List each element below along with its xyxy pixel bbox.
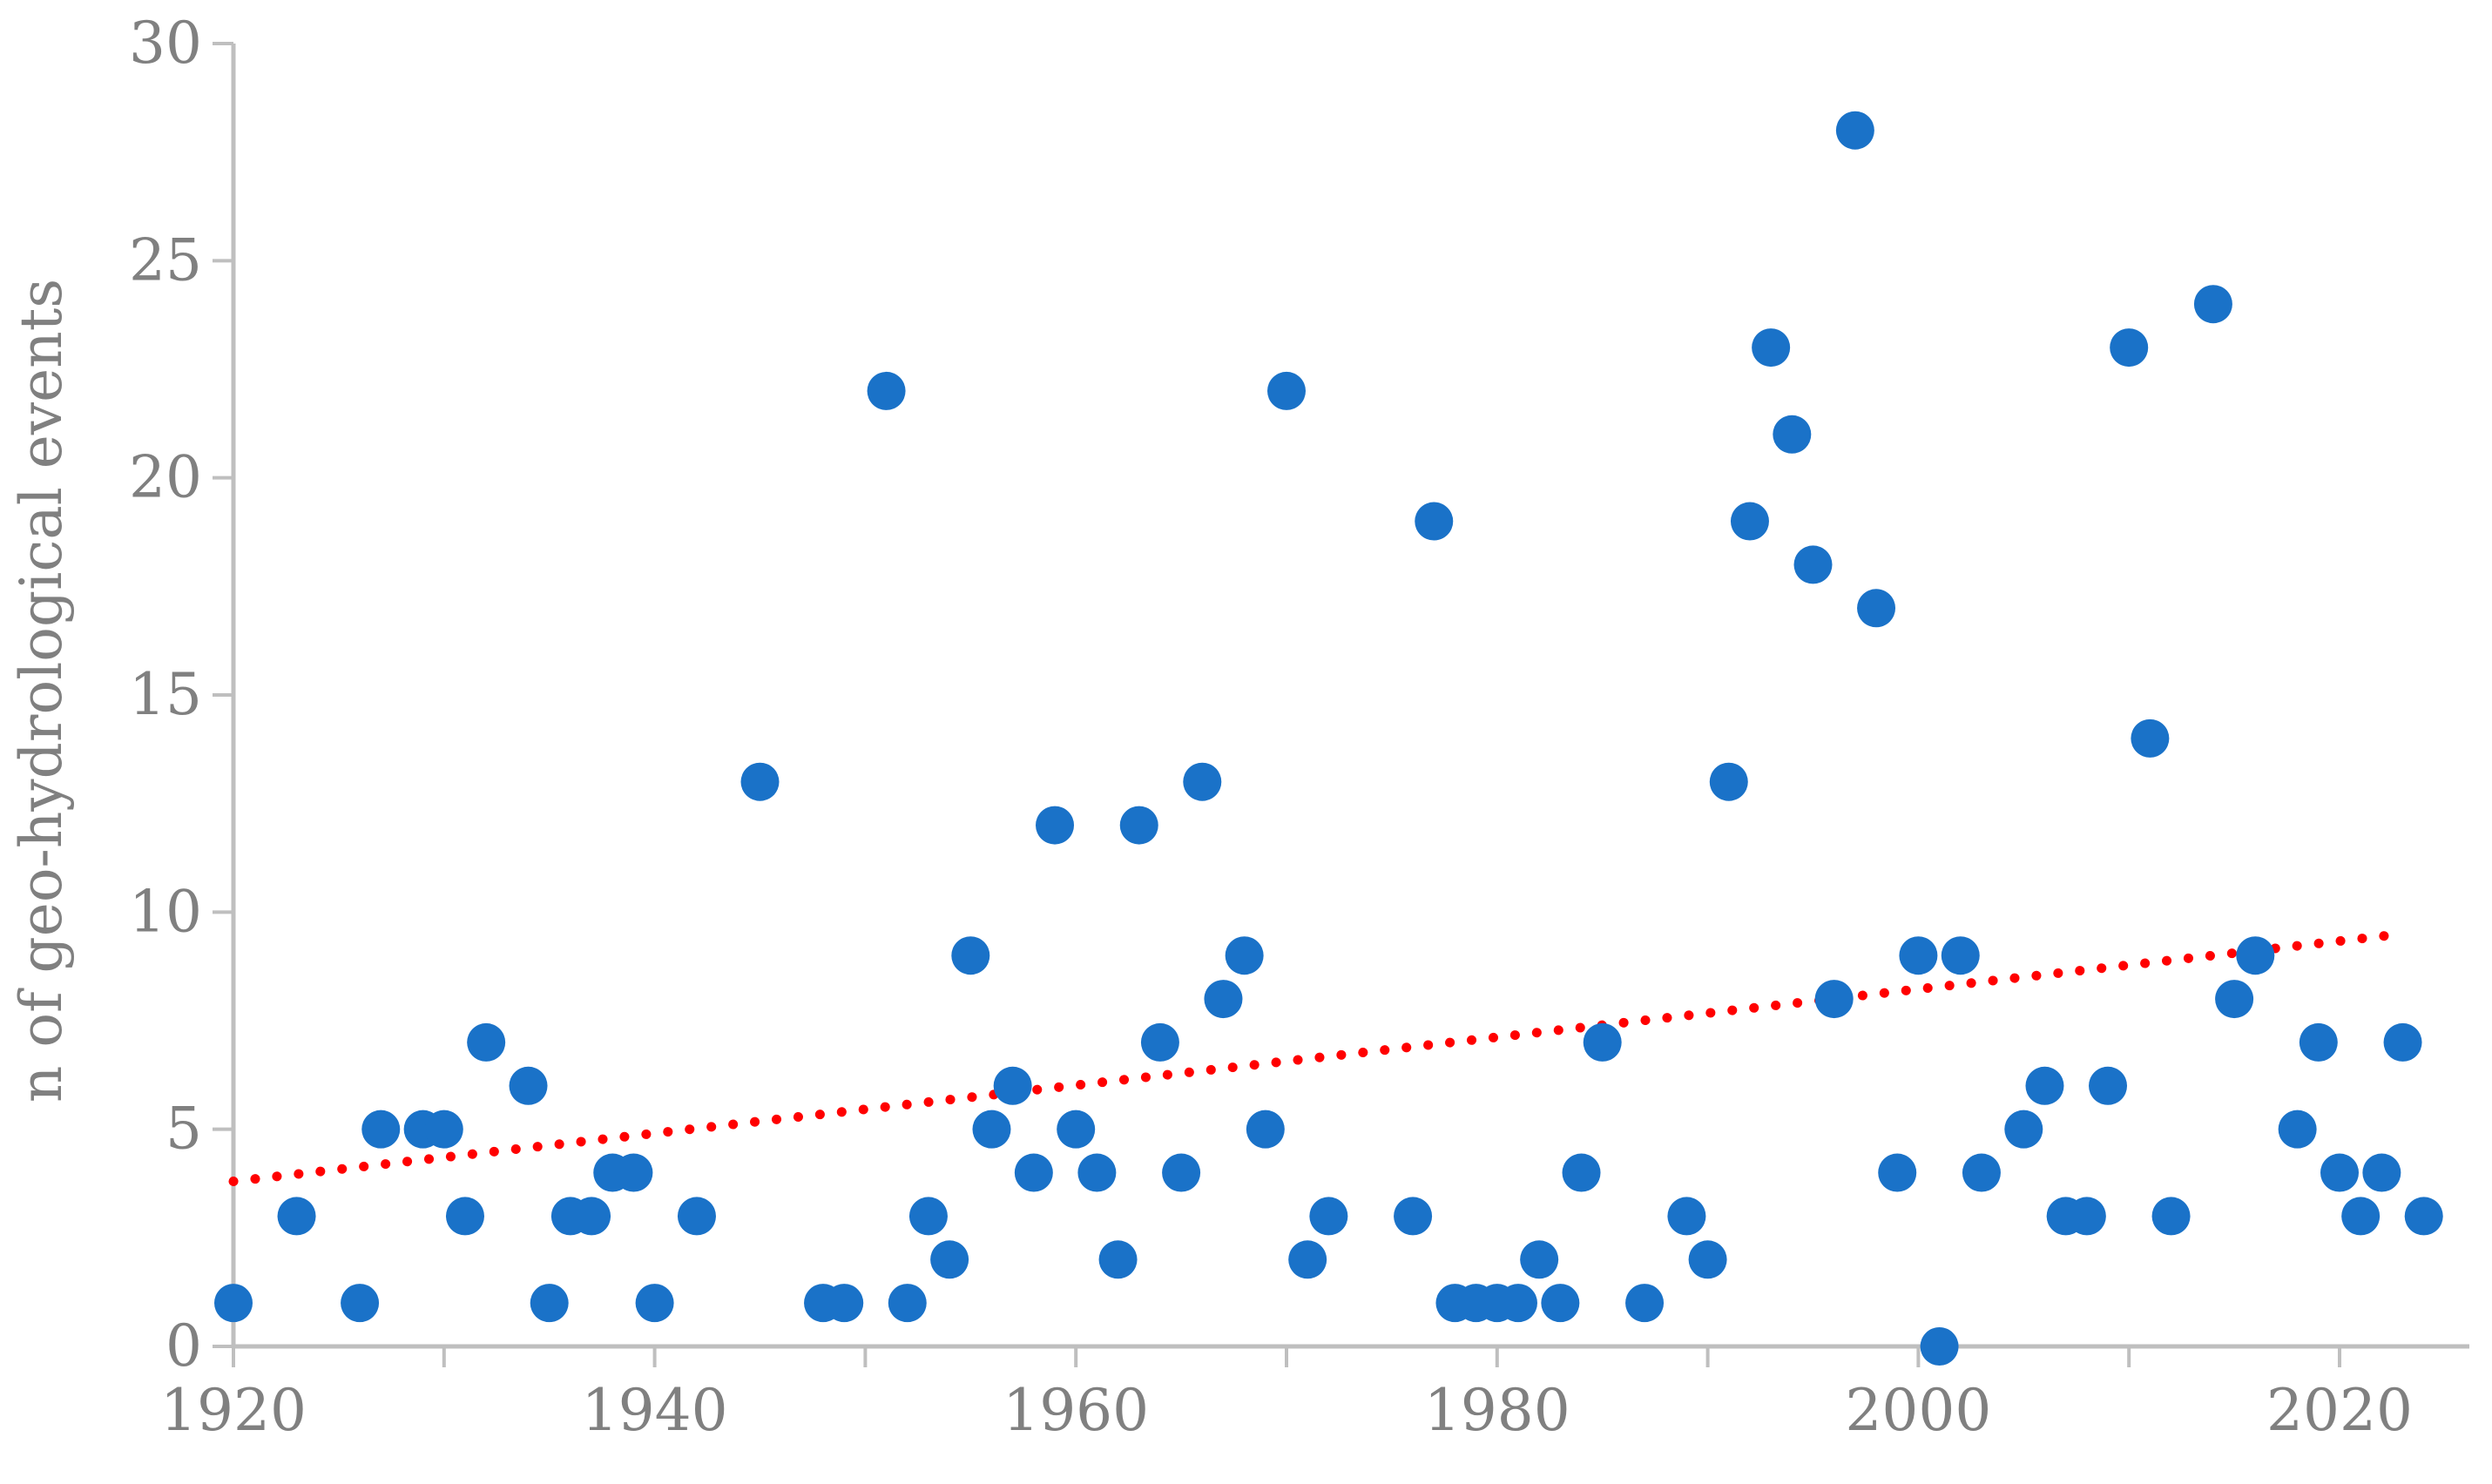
data-point [1183,762,1222,801]
x-tick-label: 1980 [1424,1377,1570,1444]
data-point [1057,1110,1096,1149]
data-point [1077,1153,1117,1192]
data-point [740,762,780,801]
data-point [572,1197,611,1236]
data-point [1962,1153,2001,1192]
x-tick-label: 2000 [1845,1377,1991,1444]
data-point [1014,1153,1053,1192]
axes: 0 5 10 15 20 25 30 1920 1940 1960 1980 2000 2020 [129,10,2469,1444]
data-point [2341,1197,2381,1236]
data-point [1036,806,1075,845]
data-point [930,1240,969,1279]
data-point [2404,1197,2443,1236]
data-point [1246,1110,1285,1149]
data-point [2362,1153,2401,1192]
data-point [277,1197,316,1236]
data-point [2089,1066,2128,1105]
data-point [1267,371,1306,410]
data-point [2110,328,2149,368]
data-point [1394,1197,1433,1236]
data-point [2278,1110,2317,1149]
data-point [214,1284,253,1323]
data-point [2193,285,2232,324]
data-point [1941,936,1980,975]
trendline-path [228,928,2408,1187]
x-tick-label: 1920 [160,1377,307,1444]
data-point [2025,1066,2064,1105]
data-point [677,1197,716,1236]
data-point [1835,111,1874,150]
data-point [2004,1110,2043,1149]
data-point [1667,1197,1706,1236]
data-point [1119,806,1158,845]
data-point [1541,1284,1580,1323]
data-point [972,1110,1011,1149]
data-point [1098,1240,1138,1279]
data-point [1162,1153,1201,1192]
data-point [530,1284,569,1323]
data-point [1625,1284,1665,1323]
data-point [1857,589,1896,628]
data-points [214,111,2443,1366]
y-tick-label: 5 [165,1096,202,1163]
y-tick-label: 25 [129,226,202,293]
y-tick-label: 15 [129,661,202,728]
data-point [867,371,906,410]
data-point [635,1284,674,1323]
data-point [1309,1197,1348,1236]
trendline [228,928,2408,1187]
data-point [1709,762,1748,801]
data-point [467,1022,506,1062]
y-tick-label: 30 [129,10,202,77]
data-point [341,1284,380,1323]
data-point [908,1197,948,1236]
data-point [1288,1240,1327,1279]
data-point [1498,1284,1537,1323]
x-tick-label: 1960 [1003,1377,1149,1444]
data-point [2067,1197,2106,1236]
data-point [1225,936,1264,975]
y-tick-label: 0 [165,1312,202,1379]
data-point [993,1066,1032,1105]
y-tick-label: 10 [129,878,202,945]
y-tick-label: 20 [129,444,202,511]
data-point [2236,936,2275,975]
data-point [1899,936,1938,975]
data-point [825,1284,864,1323]
data-point [1583,1022,1622,1062]
data-point [1140,1022,1179,1062]
data-point [951,936,990,975]
data-point [1920,1327,1959,1366]
data-point [1520,1240,1559,1279]
data-point [1415,502,1454,541]
data-point [509,1066,548,1105]
data-point [2299,1022,2338,1062]
data-point [361,1110,401,1149]
data-point [614,1153,653,1192]
data-point [1878,1153,1917,1192]
data-point [2151,1197,2191,1236]
x-tick-label: 2020 [2266,1377,2413,1444]
data-point [424,1110,463,1149]
data-point [1688,1240,1727,1279]
data-point [2215,980,2254,1019]
data-point [1204,980,1243,1019]
data-point [1730,502,1769,541]
data-point [2383,1022,2422,1062]
data-point [1562,1153,1601,1192]
data-point [1793,545,1833,584]
data-point [2320,1153,2359,1192]
data-point [1752,328,1791,368]
data-point [888,1284,927,1323]
data-point [1773,415,1812,454]
data-point [445,1197,484,1236]
data-point [2131,718,2170,758]
y-axis-title: n of geo-hydrological events [8,279,75,1103]
data-point [1814,980,1854,1019]
x-tick-label: 1940 [582,1377,728,1444]
